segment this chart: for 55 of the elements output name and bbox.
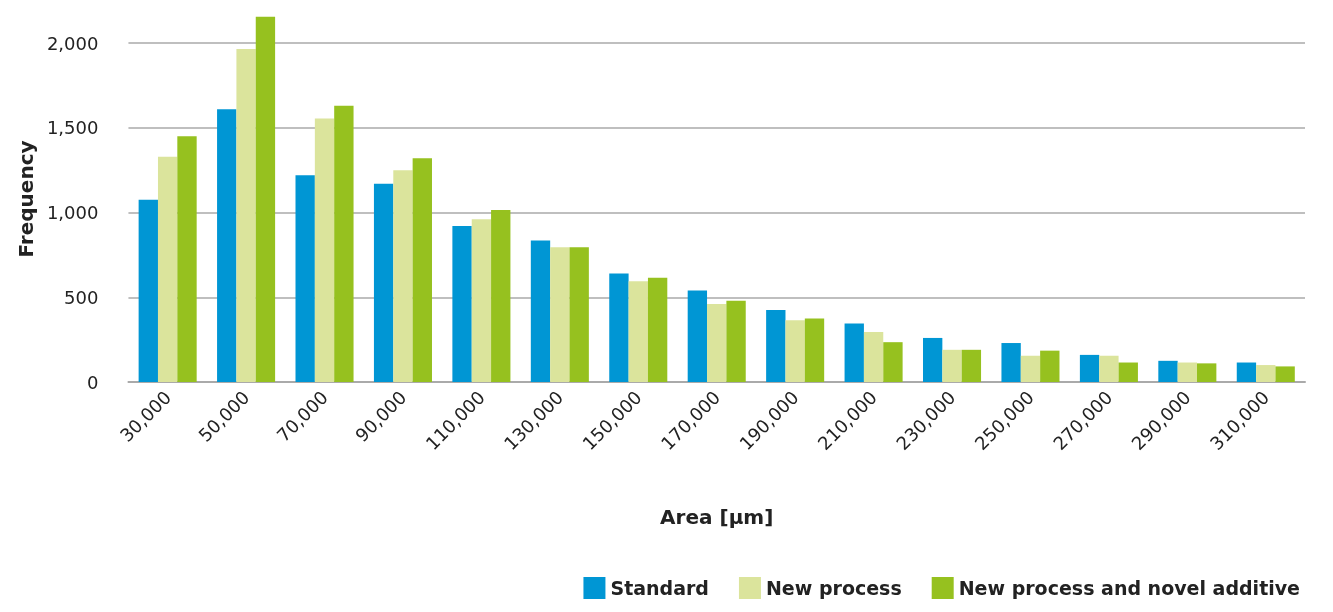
bar [491, 210, 511, 382]
bar [295, 175, 315, 382]
bar [177, 136, 197, 382]
bar [883, 342, 903, 382]
bar [314, 118, 335, 382]
bar [1158, 360, 1178, 382]
y-tick-label: 2,000 [46, 32, 99, 54]
bar [1118, 362, 1138, 382]
y-tick-label: 1,000 [46, 202, 99, 224]
bar [609, 273, 629, 382]
bar [157, 156, 178, 382]
y-tick-label: 0 [86, 371, 99, 393]
bar [726, 300, 746, 382]
bar [530, 240, 551, 382]
bar [393, 170, 413, 382]
bar [1040, 350, 1060, 382]
bar [1256, 365, 1276, 382]
legend-label: Standard [610, 577, 709, 599]
bar [785, 320, 805, 382]
bar [1275, 366, 1295, 382]
bar [1099, 355, 1119, 382]
bar [1079, 354, 1100, 382]
bar [647, 277, 668, 382]
bar [255, 16, 276, 382]
y-tick-label: 1,500 [46, 117, 99, 139]
bar [138, 199, 158, 382]
bar [1177, 362, 1198, 382]
bar [707, 304, 727, 382]
bar [471, 219, 492, 382]
bar [923, 337, 943, 382]
bar [550, 247, 570, 382]
legend-label: New process [765, 577, 902, 599]
legend-label: New process and novel additive [958, 577, 1301, 599]
bar [844, 323, 864, 382]
bar [1020, 355, 1041, 382]
bar [1001, 343, 1021, 382]
bar [1197, 363, 1217, 382]
bar [863, 332, 884, 382]
bar [1236, 362, 1257, 382]
bar [687, 290, 708, 382]
bar [452, 226, 472, 382]
bar [766, 309, 786, 382]
bar [961, 349, 982, 382]
bar [628, 281, 648, 382]
bar [942, 349, 962, 382]
y-axis-title: Frequency [14, 140, 38, 258]
bar [217, 109, 237, 382]
bar [412, 158, 432, 382]
bar [373, 183, 394, 382]
bar [334, 105, 354, 382]
y-tick-label: 500 [64, 286, 99, 308]
bar [236, 49, 256, 382]
bar [804, 318, 825, 382]
bar [569, 247, 589, 382]
x-axis-title: Area [µm] [660, 505, 774, 529]
